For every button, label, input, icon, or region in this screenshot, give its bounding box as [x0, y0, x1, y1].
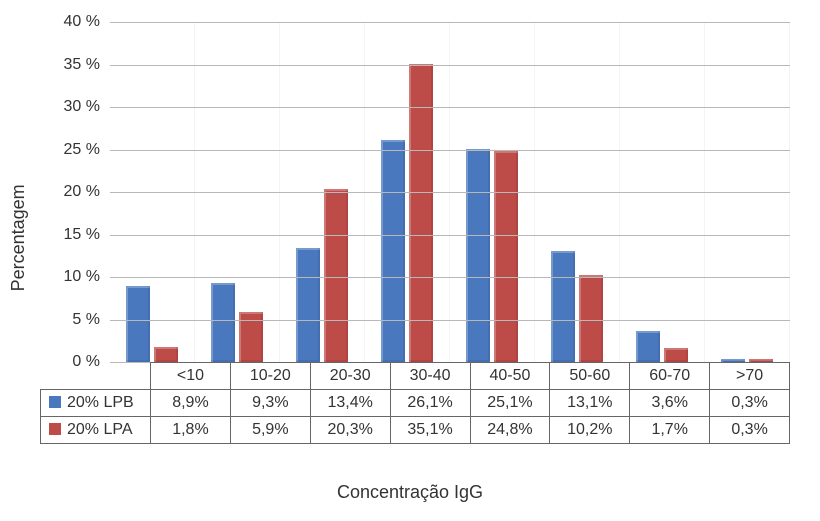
category-label: 10-20 — [230, 363, 310, 390]
data-cell: 20,3% — [310, 417, 390, 444]
data-cell: 9,3% — [230, 390, 310, 417]
bar — [324, 189, 348, 362]
y-tick-label: 25 % — [64, 141, 110, 159]
category-label: <10 — [151, 363, 231, 390]
bar — [126, 286, 150, 362]
gridline — [110, 22, 790, 23]
legend-label: 20% LPA — [67, 421, 133, 438]
data-cell: 24,8% — [470, 417, 550, 444]
bar — [551, 251, 575, 362]
data-cell: 35,1% — [390, 417, 470, 444]
category-label: 40-50 — [470, 363, 550, 390]
category-label: 20-30 — [310, 363, 390, 390]
gridline — [110, 107, 790, 108]
category-label: >70 — [710, 363, 790, 390]
y-tick-label: 35 % — [64, 56, 110, 74]
category-label: 30-40 — [390, 363, 470, 390]
data-cell: 25,1% — [470, 390, 550, 417]
data-cell: 26,1% — [390, 390, 470, 417]
y-tick-label: 15 % — [64, 226, 110, 244]
data-cell: 1,8% — [151, 417, 231, 444]
y-tick-label: 30 % — [64, 98, 110, 116]
legend-label: 20% LPB — [67, 394, 134, 411]
data-table: <1010-2020-3030-4040-5050-6060-70>7020% … — [40, 362, 790, 444]
data-cell: 0,3% — [710, 417, 790, 444]
plot-area: 0 %5 %10 %15 %20 %25 %30 %35 %40 % — [110, 22, 790, 362]
chart-figure: Percentagem 0 %5 %10 %15 %20 %25 %30 %35… — [0, 0, 820, 521]
gridline — [110, 235, 790, 236]
data-cell: 0,3% — [710, 390, 790, 417]
table-cell — [41, 363, 151, 390]
bar — [664, 348, 688, 362]
legend-cell: 20% LPA — [41, 417, 151, 444]
data-cell: 3,6% — [630, 390, 710, 417]
table-row: 20% LPB 8,9%9,3%13,4%26,1%25,1%13,1%3,6%0… — [41, 390, 790, 417]
bar — [211, 283, 235, 362]
gridline — [110, 320, 790, 321]
bar — [154, 347, 178, 362]
data-cell: 13,4% — [310, 390, 390, 417]
data-cell: 10,2% — [550, 417, 630, 444]
data-cell: 13,1% — [550, 390, 630, 417]
y-tick-label: 10 % — [64, 268, 110, 286]
bar — [466, 149, 490, 362]
legend-swatch — [49, 423, 61, 435]
bar — [409, 64, 433, 362]
table-row: 20% LPA 1,8%5,9%20,3%35,1%24,8%10,2%1,7%0… — [41, 417, 790, 444]
gridline — [110, 150, 790, 151]
y-tick-label: 40 % — [64, 13, 110, 31]
category-label: 60-70 — [630, 363, 710, 390]
y-tick-label: 5 % — [72, 311, 110, 329]
y-axis-label: Percentagem — [8, 184, 29, 291]
y-tick-label: 20 % — [64, 183, 110, 201]
data-cell: 1,7% — [630, 417, 710, 444]
gridline — [110, 277, 790, 278]
bar — [381, 140, 405, 362]
data-cell: 5,9% — [230, 417, 310, 444]
category-label: 50-60 — [550, 363, 630, 390]
x-axis-label: Concentração IgG — [0, 482, 820, 503]
gridline — [110, 65, 790, 66]
gridline — [110, 192, 790, 193]
bar — [636, 331, 660, 362]
bar — [494, 151, 518, 362]
legend-swatch — [49, 396, 61, 408]
bar — [296, 248, 320, 362]
legend-cell: 20% LPB — [41, 390, 151, 417]
data-cell: 8,9% — [151, 390, 231, 417]
table-header-row: <1010-2020-3030-4040-5050-6060-70>70 — [41, 363, 790, 390]
